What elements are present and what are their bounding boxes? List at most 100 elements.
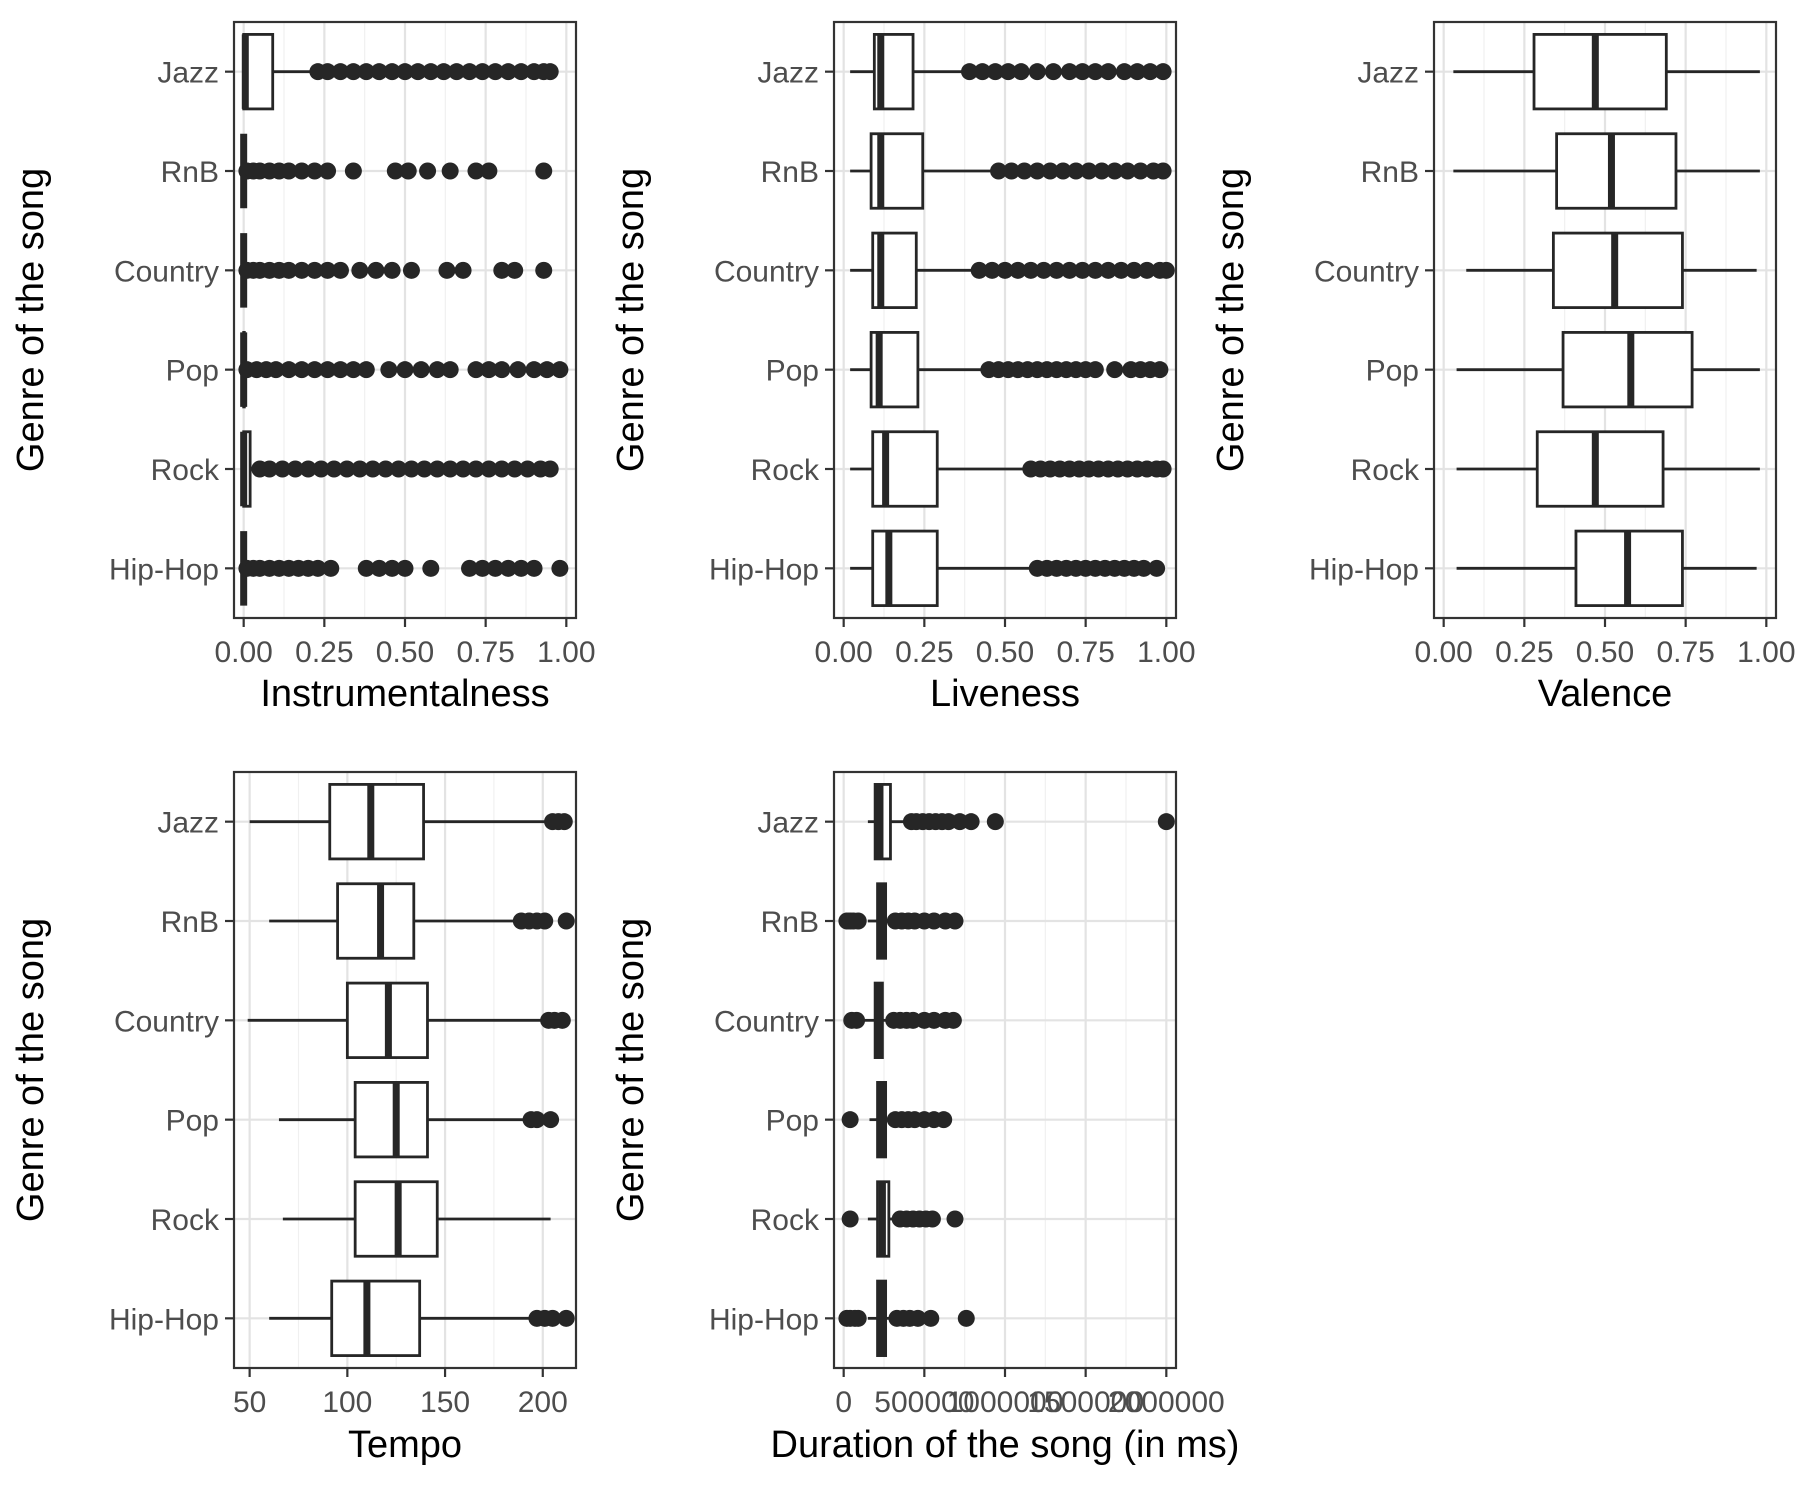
outlier-point: [486, 63, 504, 81]
box-country: [1466, 231, 1757, 309]
outlier-point: [286, 460, 304, 478]
box-jazz: [850, 33, 1172, 111]
outlier-point: [438, 261, 456, 279]
box-pop: [850, 331, 1169, 409]
x-axis-title: Tempo: [348, 1424, 462, 1466]
outlier-point: [1154, 460, 1172, 478]
outlier-point: [1154, 162, 1172, 180]
outlier-point: [544, 1309, 562, 1327]
y-axis-title: Genre of the song: [610, 168, 652, 472]
x-tick-label: 2000000: [1108, 1386, 1225, 1419]
outlier-point: [322, 559, 340, 577]
outlier-point: [541, 63, 559, 81]
x-axis-title: Instrumentalness: [260, 673, 549, 715]
box-hip-hop: [1456, 529, 1757, 607]
y-tick-label: Country: [714, 1005, 819, 1038]
outlier-point: [396, 361, 414, 379]
outlier-point: [1080, 162, 1098, 180]
outlier-point: [557, 912, 575, 930]
chart-panel-5: Jazz RnB Country Pop Rock Hip-Hop 0 50000010000…: [610, 770, 1240, 1466]
y-tick-label: Hip-Hop: [709, 1303, 819, 1336]
y-tick-label: Jazz: [157, 57, 219, 90]
outlier-point: [280, 361, 298, 379]
outlier-point: [461, 63, 479, 81]
outlier-point: [331, 63, 349, 81]
box-country: [247, 981, 571, 1059]
outlier-point: [409, 63, 427, 81]
outlier-point: [1086, 361, 1104, 379]
outlier-point: [380, 361, 398, 379]
outlier-point: [260, 460, 278, 478]
outlier-point: [1093, 162, 1111, 180]
outlier-point: [428, 460, 446, 478]
outlier-point: [331, 361, 349, 379]
outlier-point: [1022, 261, 1040, 279]
box-iqr: [336, 882, 416, 960]
outlier-point: [338, 460, 356, 478]
outlier-point: [1086, 261, 1104, 279]
outlier-point: [946, 1210, 964, 1228]
outlier-point: [512, 559, 530, 577]
minor-gridlines: [297, 772, 495, 1368]
outlier-point: [970, 261, 988, 279]
outlier-point: [528, 1111, 546, 1129]
y-tick-label: RnB: [761, 906, 819, 939]
y-tick-label: Jazz: [757, 57, 819, 90]
y-tick-label: Jazz: [157, 807, 219, 840]
box-rnb: [838, 882, 964, 960]
box-iqr: [353, 1081, 429, 1159]
outlier-point: [946, 912, 964, 930]
x-tick-label: 200: [518, 1386, 568, 1419]
outlier-point: [331, 261, 349, 279]
outlier-point: [419, 162, 437, 180]
outlier-point: [519, 460, 537, 478]
outlier-point: [370, 559, 388, 577]
outlier-point: [986, 813, 1004, 831]
outlier-point: [344, 361, 362, 379]
outlier-point: [1002, 162, 1020, 180]
x-tick-label: 150: [420, 1386, 470, 1419]
outlier-point: [1157, 261, 1175, 279]
y-tick-label: Pop: [166, 355, 219, 388]
box-rock: [282, 1180, 551, 1258]
outlier-point: [973, 63, 991, 81]
outlier-point: [351, 460, 369, 478]
y-axis-title: Genre of the song: [610, 918, 652, 1222]
outlier-point: [319, 261, 337, 279]
outlier-point: [1151, 361, 1169, 379]
x-axis-title: Duration of the song (in ms): [771, 1424, 1240, 1466]
outlier-point: [1125, 261, 1143, 279]
box-jazz: [241, 33, 559, 111]
chart-panel-2: Jazz RnB Country Pop Rock Hip-Hop 0.00 0.25 0.50…: [610, 20, 1196, 715]
outlier-point: [280, 162, 298, 180]
y-tick-label: Country: [114, 1005, 219, 1038]
outlier-point: [962, 813, 980, 831]
x-tick-label: 1.00: [537, 636, 595, 669]
outlier-point: [390, 460, 408, 478]
outlier-point: [557, 1309, 575, 1327]
box-hip-hop: [838, 1279, 975, 1357]
y-tick-label: RnB: [161, 906, 219, 939]
box-iqr: [328, 783, 425, 861]
outlier-point: [493, 361, 511, 379]
box-country: [238, 233, 553, 308]
outlier-point: [986, 63, 1004, 81]
outlier-point: [1015, 162, 1033, 180]
outlier-point: [1054, 162, 1072, 180]
box-pop: [238, 331, 569, 409]
outlier-point: [306, 261, 324, 279]
box-jazz: [1453, 33, 1760, 111]
outlier-point: [396, 559, 414, 577]
outlier-point: [1028, 162, 1046, 180]
x-tick-label: 0.75: [1056, 636, 1114, 669]
x-tick-label: 1500000: [1027, 1386, 1144, 1419]
outlier-point: [996, 261, 1014, 279]
x-tick-label: 0: [835, 1386, 852, 1419]
outlier-point: [541, 460, 559, 478]
outlier-point: [486, 559, 504, 577]
outlier-point: [983, 261, 1001, 279]
y-tick-label: Hip-Hop: [709, 553, 819, 586]
outlier-point: [273, 460, 291, 478]
outlier-point: [312, 460, 330, 478]
